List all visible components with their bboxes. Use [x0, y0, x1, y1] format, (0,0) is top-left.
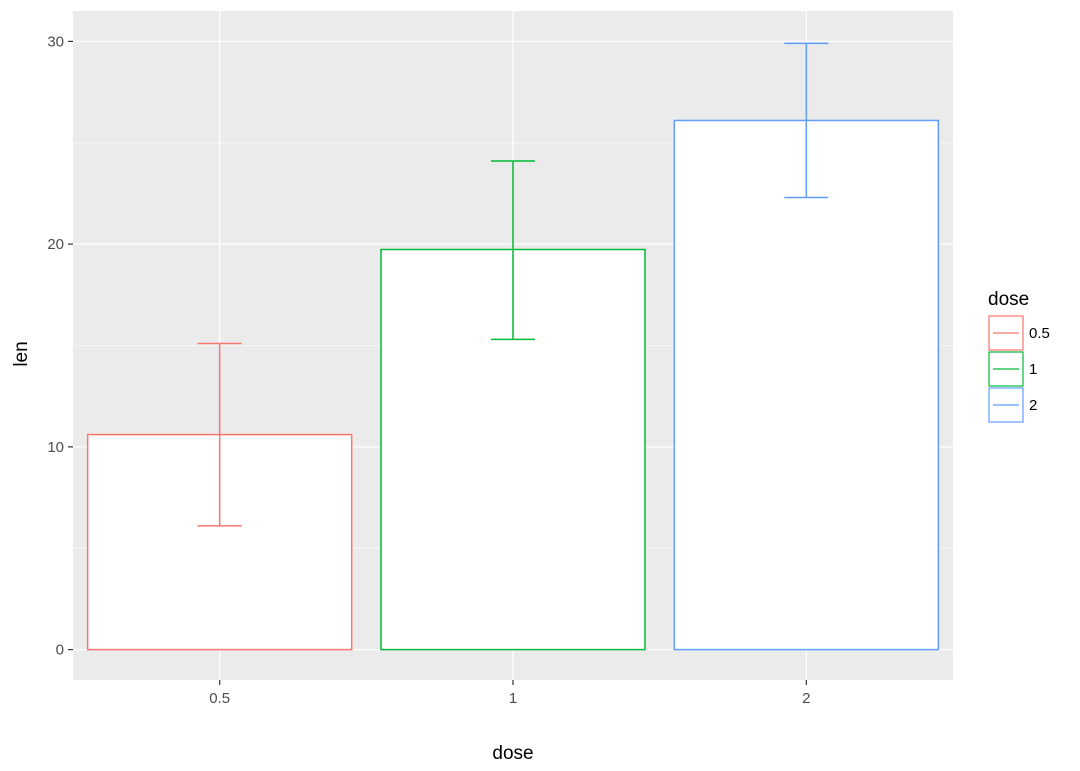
y-tick-label: 20: [47, 236, 64, 253]
y-axis: 0 10 20 30: [47, 33, 73, 659]
y-axis-title: len: [11, 341, 32, 366]
x-axis-title: dose: [492, 743, 533, 764]
x-axis: 0.5 1 2: [209, 680, 811, 707]
x-tick-label: 2: [802, 690, 810, 707]
legend: dose 0.5 1 2: [988, 289, 1050, 423]
x-tick-label: 0.5: [209, 690, 230, 707]
y-tick-label: 30: [47, 33, 64, 50]
bars: [86, 119, 940, 651]
y-tick-label: 10: [47, 439, 64, 456]
legend-label-0.5: 0.5: [1029, 325, 1050, 342]
legend-label-1: 1: [1029, 361, 1037, 378]
legend-label-2: 2: [1029, 397, 1037, 414]
error-bars: [197, 42, 829, 527]
bar-2: [673, 119, 940, 651]
legend-title: dose: [988, 289, 1029, 310]
x-tick-label: 1: [509, 690, 517, 707]
y-tick-label: 0: [56, 642, 64, 659]
